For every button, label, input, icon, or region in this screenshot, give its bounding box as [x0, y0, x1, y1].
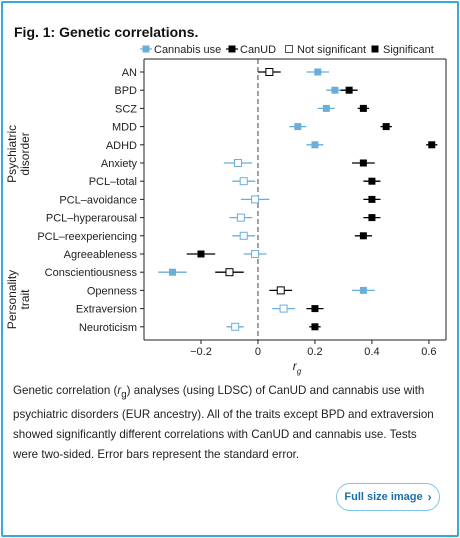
figure-title: Fig. 1: Genetic correlations.	[14, 24, 199, 40]
legend-marker	[142, 45, 150, 53]
trait-label: PCL–hyperarousal	[46, 213, 137, 225]
caption-text-body: ) analyses (using LDSC) of CanUD and can…	[13, 384, 434, 462]
caption-text-lead: Genetic correlation (	[13, 384, 118, 397]
data-point	[382, 123, 390, 131]
legend-label: Cannabis use	[154, 44, 221, 56]
data-point	[231, 322, 240, 331]
data-point	[265, 68, 274, 76]
full-size-image-button[interactable]: Full size image ›	[336, 483, 440, 511]
trait-label: ADHD	[106, 140, 137, 152]
data-point	[322, 104, 330, 112]
trait-label: PCL–avoidance	[59, 194, 137, 206]
legend-marker	[371, 45, 379, 53]
data-point	[239, 231, 248, 240]
trait-label: Extraversion	[76, 304, 137, 316]
legend-marker	[285, 45, 293, 53]
trait-label: Neuroticism	[79, 322, 137, 334]
x-tick-label: 0.4	[364, 346, 379, 358]
legend-label: CanUD	[240, 44, 276, 56]
trait-label: Conscientiousness	[45, 267, 138, 279]
full-size-image-label: Full size image	[344, 491, 423, 503]
data-point	[294, 123, 302, 131]
data-point	[368, 214, 376, 222]
data-point	[311, 323, 319, 331]
trait-label: BPD	[114, 85, 137, 97]
figure-caption: Genetic correlation (rg) analyses (using…	[13, 381, 438, 465]
group-label-line: Psychiatric	[5, 125, 19, 183]
data-point	[168, 268, 176, 276]
group-label-line: trait	[18, 289, 32, 310]
data-point	[311, 141, 319, 149]
data-point	[239, 177, 248, 186]
genetic-correlation-chart: −0.2 0 0.2 0.4 0.6 rg AN BPD SCZ MDD ADHD Anxiety PC…	[5, 44, 447, 376]
x-tick-label: 0	[255, 346, 261, 358]
chevron-right-icon: ›	[427, 490, 432, 504]
trait-label: MDD	[112, 122, 137, 134]
x-axis-label: rg	[293, 359, 302, 376]
caption-rg-symbol: r	[117, 384, 122, 397]
data-point	[428, 141, 436, 149]
data-point	[251, 250, 260, 258]
data-point	[279, 304, 288, 313]
group-label: Psychiatricdisorder	[5, 125, 32, 183]
x-axis-label-subscript: g	[297, 367, 302, 376]
trait-label: Anxiety	[101, 158, 138, 170]
caption-rg-subscript: g	[121, 389, 127, 401]
data-point	[331, 86, 339, 94]
trait-label: Openness	[87, 285, 138, 297]
data-point	[197, 250, 205, 258]
data-point	[359, 286, 367, 294]
data-point	[276, 286, 285, 295]
data-point	[236, 213, 245, 222]
group-label-line: disorder	[18, 132, 32, 175]
x-axis-label-symbol: r	[293, 359, 298, 373]
legend-label: Significant	[383, 44, 434, 56]
trait-label: PCL–reexperiencing	[37, 231, 137, 243]
trait-label: Agreeableness	[64, 249, 138, 261]
data-point	[368, 177, 376, 185]
group-label-line: Personality	[5, 270, 19, 329]
data-point	[345, 86, 353, 94]
x-tick-label: 0.2	[307, 346, 322, 358]
data-point	[234, 159, 243, 167]
data-point	[314, 68, 322, 76]
data-point	[359, 104, 367, 112]
data-point	[359, 232, 367, 240]
data-point	[225, 268, 234, 277]
data-point	[368, 195, 376, 203]
data-point	[311, 305, 319, 313]
trait-label: SCZ	[115, 103, 137, 115]
group-label: Personalitytrait	[5, 270, 32, 329]
legend-label: Not significant	[297, 44, 366, 56]
data-point	[359, 159, 367, 167]
data-point	[251, 195, 260, 204]
legend-marker	[228, 45, 236, 53]
trait-label: PCL–total	[89, 176, 137, 188]
trait-label: AN	[122, 67, 137, 79]
x-tick-label: 0.6	[421, 346, 436, 358]
x-tick-label: −0.2	[190, 346, 212, 358]
